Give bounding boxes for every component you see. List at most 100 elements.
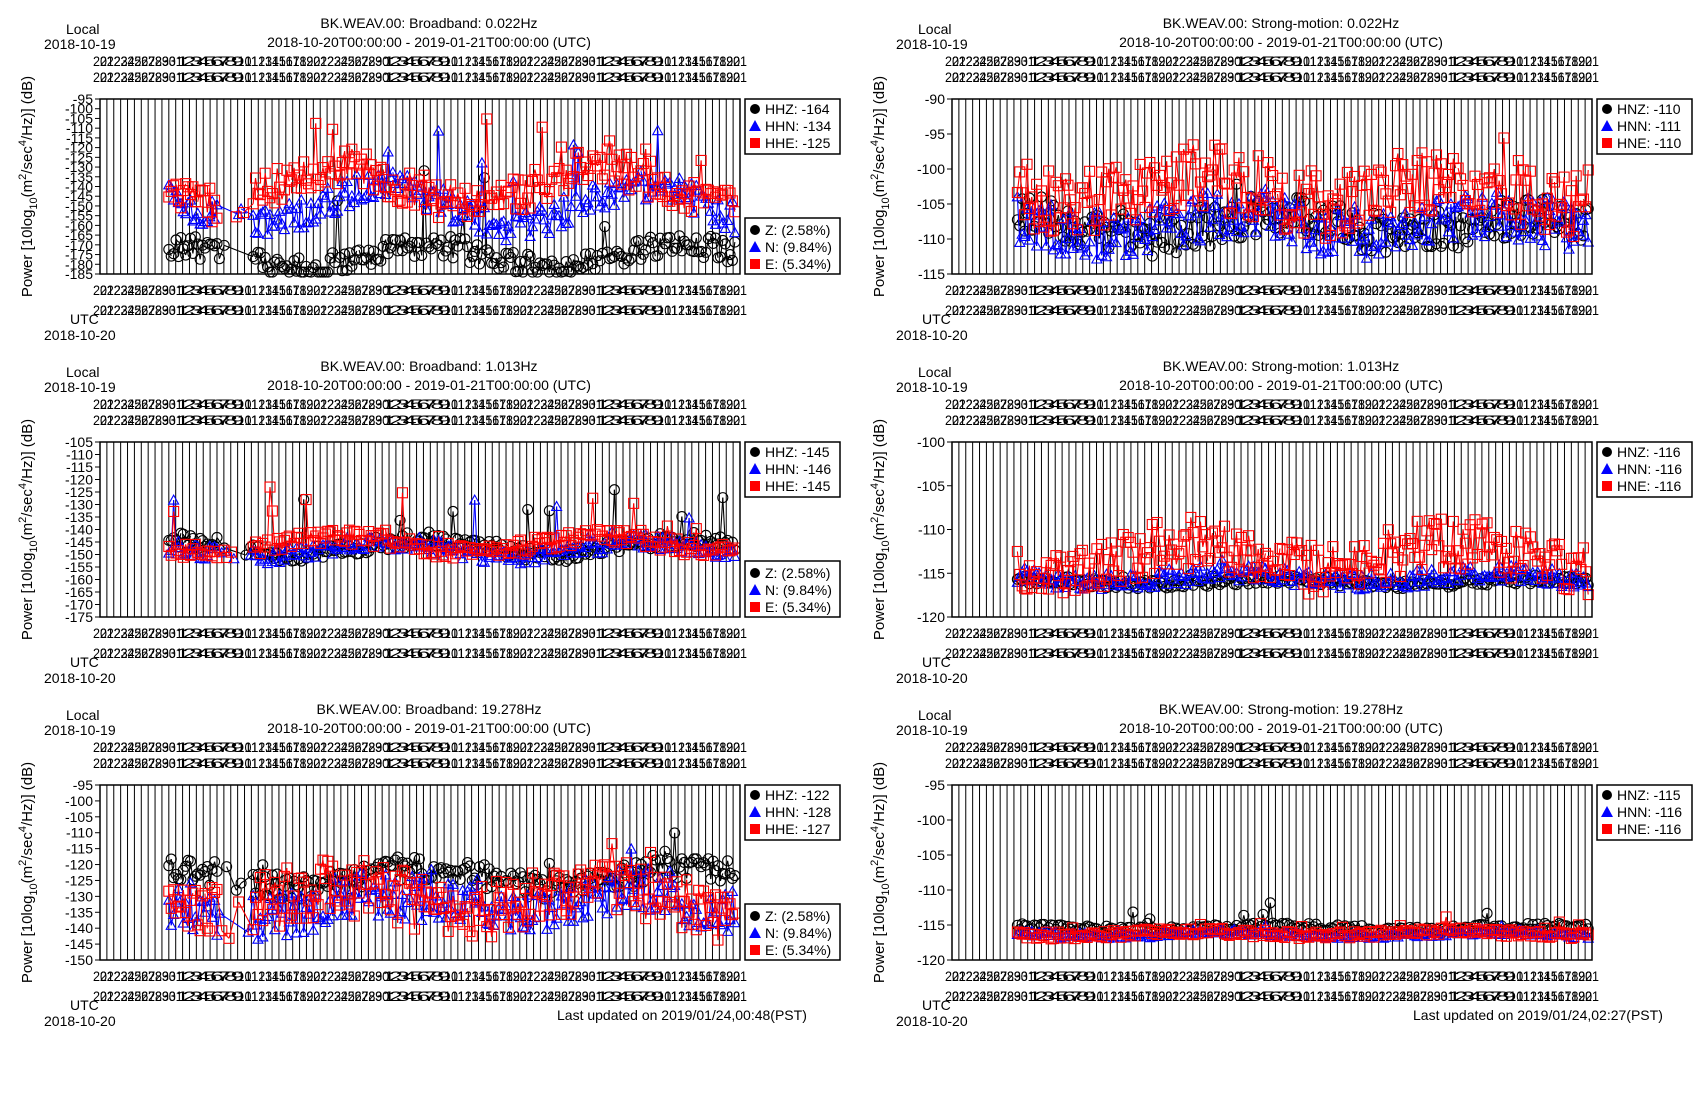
- local-label: Local: [66, 364, 99, 380]
- local-label: Local: [918, 364, 951, 380]
- legend-marker-circle: [750, 104, 760, 114]
- bottom-tick-label: 21: [1585, 302, 1599, 318]
- pct-legend-label: Z: (2.58%): [765, 565, 830, 581]
- y-tick-label: -105: [65, 434, 93, 450]
- local-date: 2018-10-19: [896, 36, 968, 52]
- bottom-tick-label: 21: [1585, 282, 1599, 298]
- legend-label: HNE: -110: [1617, 135, 1682, 151]
- top-tick-label: 21: [733, 396, 747, 412]
- y-axis: -175-170-165-160-155-150-145-140-135-130…: [65, 434, 100, 625]
- y-axis-label: Power [10log10(m2/sec4/Hz)] (dB): [17, 419, 40, 640]
- local-date: 2018-10-19: [44, 36, 116, 52]
- series-connector: [352, 149, 354, 157]
- y-axis-label: Power [10log10(m2/sec4/Hz)] (dB): [869, 76, 892, 297]
- bottom-tick-labels: 2021222324252627282930311234567891011121…: [945, 282, 1599, 298]
- legend-marker-circle: [1602, 104, 1612, 114]
- utc-date: 2018-10-20: [896, 670, 968, 686]
- local-date: 2018-10-19: [896, 379, 968, 395]
- y-tick-label: -110: [918, 231, 945, 247]
- bottom-tick-label: 21: [733, 302, 747, 318]
- y-axis: -115-110-105-100-95-90: [917, 91, 952, 282]
- top-tick-label: 21: [1585, 69, 1599, 85]
- pct-marker-circle: [750, 225, 760, 235]
- legend-label: HNZ: -110: [1617, 101, 1681, 117]
- chart-title: BK.WEAV.00: Broadband: 0.022Hz: [320, 15, 537, 31]
- chart-title: BK.WEAV.00: Strong-motion: 1.013Hz: [1163, 358, 1400, 374]
- top-tick-label: 21: [1585, 53, 1599, 69]
- series-connector: [1415, 161, 1417, 206]
- chart-date-range: 2018-10-20T00:00:00 - 2019-01-21T00:00:0…: [267, 34, 591, 50]
- series-connector: [1128, 198, 1130, 213]
- pct-marker-circle: [750, 568, 760, 578]
- top-tick-label: 21: [733, 53, 747, 69]
- pct-legend-label: N: (9.84%): [765, 239, 832, 255]
- bottom-tick-labels-2: 2021222324252627282930311234567891011121…: [93, 302, 747, 318]
- top-tick-labels: 2021222324252627282930311234567891011121…: [945, 53, 1599, 69]
- y-tick-label: -105: [917, 196, 945, 212]
- bottom-tick-labels: 2021222324252627282930311234567891011121…: [93, 625, 747, 641]
- pct-marker-square: [750, 602, 760, 612]
- legend-marker-square: [750, 138, 760, 148]
- y-tick-label: -90: [925, 91, 945, 107]
- series-connector: [720, 498, 722, 537]
- series-connector: [1504, 138, 1506, 206]
- chart-panel-sm-0022: BK.WEAV.00: Strong-motion: 0.022Hz 2018-1…: [869, 15, 1692, 343]
- local-label: Local: [66, 21, 99, 37]
- series-connector: [487, 119, 489, 196]
- data-point: [383, 249, 393, 259]
- y-tick-label: -115: [918, 266, 945, 282]
- legend-label: HHN: -134: [765, 118, 831, 134]
- series-connector: [1393, 166, 1395, 191]
- legend-label: HHE: -125: [765, 135, 831, 151]
- chart-date-range: 2018-10-20T00:00:00 - 2019-01-21T00:00:0…: [1119, 34, 1443, 50]
- pct-legend-label: E: (5.34%): [765, 256, 831, 272]
- data-point: [272, 254, 282, 264]
- top-tick-labels-2: 2021222324252627282930311234567891011121…: [93, 412, 747, 428]
- legend-percentages: Z: (2.58%)N: (9.84%)E: (5.34%): [745, 218, 840, 274]
- series-connector: [1403, 165, 1405, 176]
- chart-title: BK.WEAV.00: Broadband: 1.013Hz: [320, 358, 537, 374]
- y-axis: -185-180-175-170-165-160-155-150-145-140…: [65, 91, 100, 282]
- legend-label: HHZ: -145: [765, 444, 830, 460]
- bottom-tick-label: 21: [733, 625, 747, 641]
- grid-lines: [959, 442, 1585, 617]
- bottom-tick-label: 21: [733, 645, 747, 661]
- legend-percentages: Z: (2.58%)N: (9.84%)E: (5.34%): [745, 561, 840, 617]
- legend-label: HHE: -145: [765, 478, 831, 494]
- utc-date: 2018-10-20: [44, 670, 116, 686]
- chart-panel-sm-1013: BK.WEAV.00: Strong-motion: 1.013Hz 2018-1…: [869, 358, 1692, 686]
- legend-marker-circle: [750, 447, 760, 457]
- top-tick-label: 21: [733, 69, 747, 85]
- bottom-tick-labels-2: 2021222324252627282930311234567891011121…: [93, 645, 747, 661]
- local-label: Local: [918, 21, 951, 37]
- top-tick-labels: 2021222324252627282930311234567891011121…: [93, 53, 747, 69]
- legend-label: HHZ: -164: [765, 101, 830, 117]
- y-tick-label: -95: [925, 126, 945, 142]
- chart-title: BK.WEAV.00: Strong-motion: 0.022Hz: [1163, 15, 1400, 31]
- legend-marker-square: [750, 481, 760, 491]
- top-tick-labels: 2021222324252627282930311234567891011121…: [93, 396, 747, 412]
- pct-legend-label: N: (9.84%): [765, 582, 832, 598]
- pct-legend-label: E: (5.34%): [765, 599, 831, 615]
- top-tick-labels-2: 2021222324252627282930311234567891011121…: [945, 69, 1599, 85]
- pct-legend-label: Z: (2.58%): [765, 222, 830, 238]
- top-tick-label: 21: [733, 412, 747, 428]
- local-date: 2018-10-19: [44, 379, 116, 395]
- chart-date-range: 2018-10-20T00:00:00 - 2019-01-21T00:00:0…: [1119, 377, 1443, 393]
- chart-date-range: 2018-10-20T00:00:00 - 2019-01-21T00:00:0…: [267, 377, 591, 393]
- bottom-tick-label: 21: [733, 282, 747, 298]
- legend-label: HHN: -146: [765, 461, 831, 477]
- utc-date: 2018-10-20: [896, 327, 968, 343]
- data-point: [251, 254, 261, 264]
- series-connector: [605, 227, 607, 253]
- y-tick-label: -95: [73, 91, 93, 107]
- bottom-tick-labels: 2021222324252627282930311234567891011121…: [93, 282, 747, 298]
- legend-label: HNN: -111: [1617, 118, 1681, 134]
- y-axis-label: Power [10log10(m2/sec4/Hz)] (dB): [17, 76, 40, 297]
- series-connector: [465, 239, 467, 247]
- top-tick-labels-2: 2021222324252627282930311234567891011121…: [93, 69, 747, 85]
- chart-panel-bb-1013: BK.WEAV.00: Broadband: 1.013Hz 2018-10-20…: [17, 358, 840, 686]
